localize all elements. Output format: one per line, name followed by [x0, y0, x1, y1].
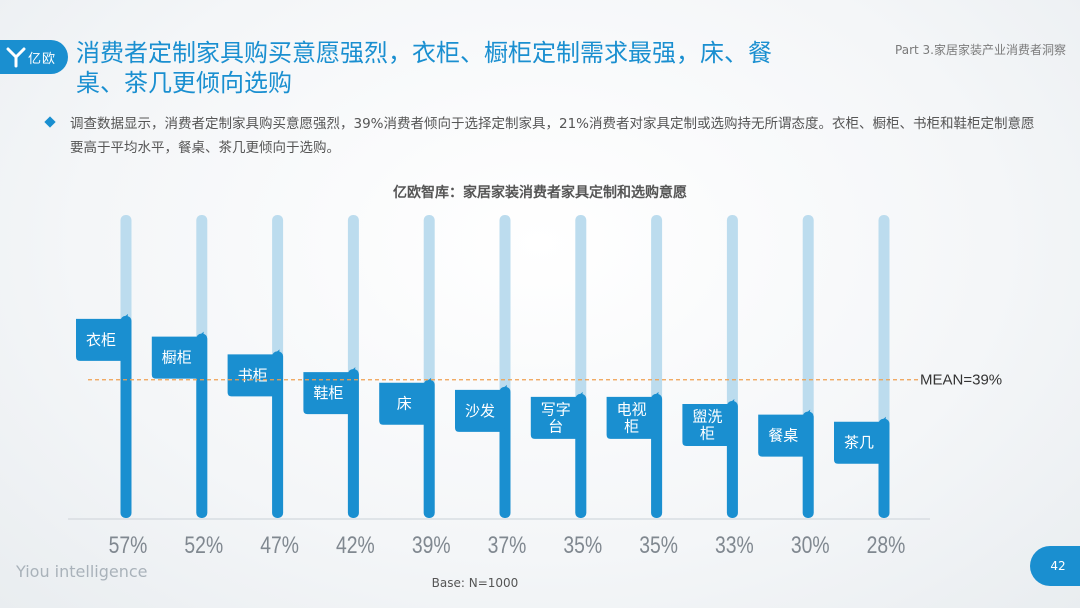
value-label: 52% — [184, 531, 223, 559]
value-label: 39% — [412, 531, 451, 559]
logo-text: 亿欧 — [28, 51, 57, 67]
category-callout — [455, 384, 507, 432]
bar-衣柜 — [120, 315, 132, 518]
category-label: 床 — [397, 395, 412, 413]
category-callout — [606, 391, 659, 439]
section-label: Part 3.家居家装产业消费者洞察 — [895, 43, 1066, 57]
value-label: 37% — [488, 531, 527, 559]
value-label: 30% — [791, 531, 830, 559]
value-label: 33% — [715, 531, 754, 559]
description-text: 调查数据显示，消费者定制家具购买意愿强烈，39%消费者倾向于选择定制家具，21%… — [70, 116, 1035, 156]
category-label: 电视 — [617, 400, 647, 418]
category-label: 沙发 — [465, 402, 495, 420]
brand-logo: 亿欧 — [0, 40, 68, 74]
category-label: 书柜 — [238, 366, 268, 384]
category-callout — [530, 391, 583, 439]
category-label: 柜 — [700, 425, 715, 443]
category-callout — [303, 367, 356, 415]
chart-title: 亿欧智库：家居家装消费者家具定制和选购意愿 — [393, 185, 687, 201]
value-label: 35% — [563, 531, 602, 559]
category-callout — [758, 409, 811, 457]
category-label: 鞋柜 — [313, 384, 343, 402]
category-callout — [682, 399, 735, 447]
yiou-logo-icon — [6, 47, 26, 68]
category-label: 餐桌 — [768, 427, 798, 445]
value-label: 42% — [336, 531, 375, 559]
value-label: 35% — [639, 531, 678, 559]
category-label: 橱柜 — [162, 349, 192, 367]
category-callout — [151, 331, 204, 379]
page-number: 42 — [1030, 546, 1080, 586]
value-label: 28% — [867, 531, 906, 559]
category-label: 茶几 — [844, 434, 874, 452]
base-note: Base: N=1000 — [431, 576, 519, 590]
page-title: 消费者定制家具购买意愿强烈，衣柜、橱柜定制需求最强，床、餐桌、茶几更倾向选购 — [76, 39, 772, 97]
category-label: 衣柜 — [86, 331, 116, 349]
mean-label: MEAN=39% — [920, 372, 1002, 389]
category-label: 柜 — [624, 417, 639, 435]
footer-brand: Yiou intelligence — [16, 562, 148, 581]
category-label: 写字 — [541, 400, 571, 418]
category-callout — [379, 377, 432, 425]
bar-橱柜 — [196, 333, 208, 518]
value-label: 47% — [260, 531, 299, 559]
value-label: 57% — [109, 531, 148, 559]
category-callout — [227, 349, 280, 397]
category-label: 台 — [548, 417, 563, 435]
category-callout — [834, 416, 886, 464]
category-callout — [76, 313, 128, 361]
category-label: 盥洗 — [692, 408, 722, 426]
